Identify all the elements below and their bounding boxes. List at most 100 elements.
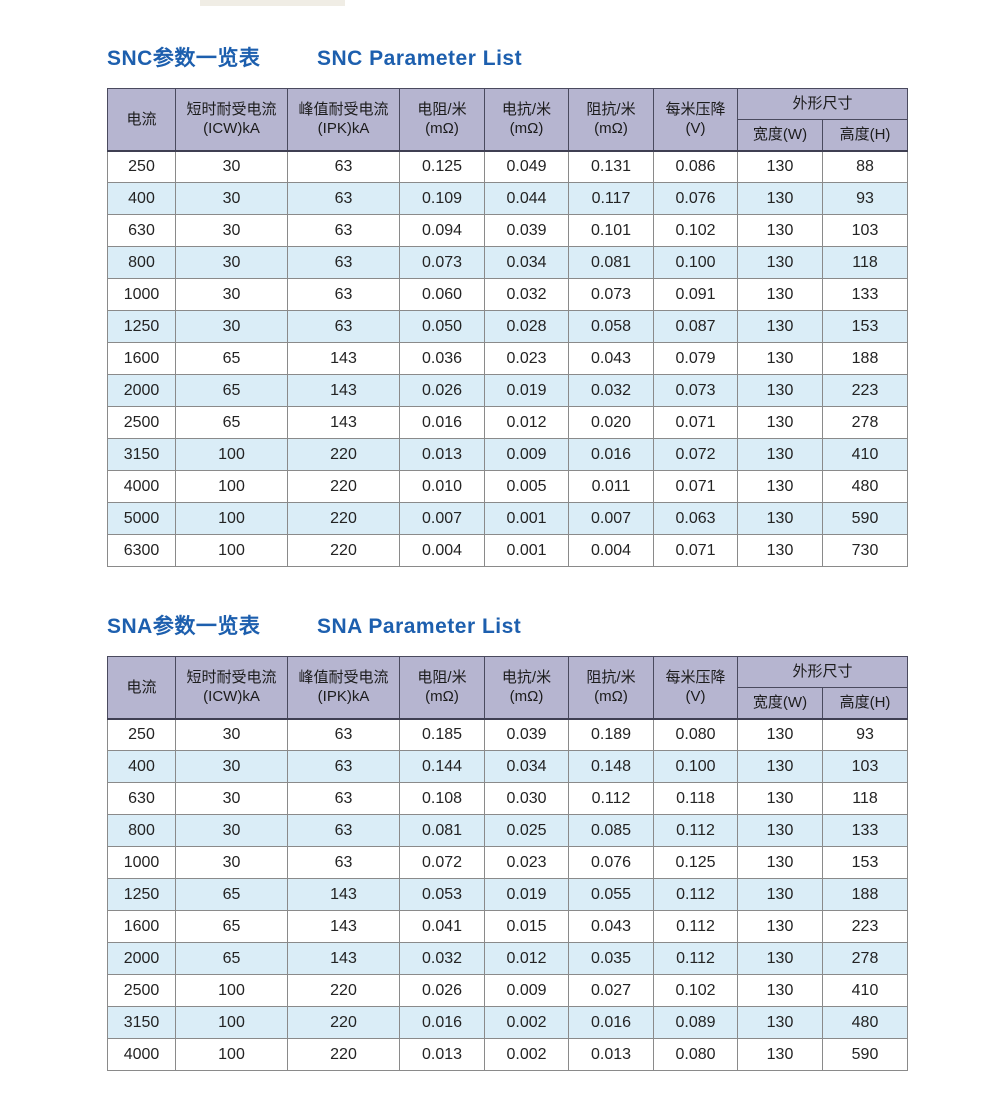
col-header-ipk: 峰值耐受电流 (IPK)kA xyxy=(287,656,400,719)
table-cell: 2000 xyxy=(107,942,176,975)
table-row: 2500 100 220 0.026 0.009 0.027 0.102 130 410 xyxy=(107,974,909,1007)
col-header-label: 每米压降 xyxy=(665,100,726,118)
table-cell: 0.102 xyxy=(653,974,738,1007)
table-cell: 0.025 xyxy=(484,814,569,847)
table-cell: 130 xyxy=(737,278,823,311)
table-cell: 188 xyxy=(821,878,909,911)
table-cell: 130 xyxy=(737,502,823,535)
table-cell: 0.043 xyxy=(568,910,654,943)
table-row: 5000 100 220 0.007 0.001 0.007 0.063 130 590 xyxy=(107,502,909,535)
table-cell: 0.032 xyxy=(484,278,569,311)
table-cell: 143 xyxy=(287,342,400,375)
col-header-label: 短时耐受电流 xyxy=(186,668,277,686)
section-title-snc: SNC参数一览表 SNC Parameter List xyxy=(107,42,908,88)
table-cell: 0.009 xyxy=(484,438,569,471)
table-cell: 143 xyxy=(287,878,400,911)
table-cell: 0.002 xyxy=(484,1038,569,1071)
table-cell: 0.100 xyxy=(653,750,738,783)
table-cell: 0.185 xyxy=(399,718,485,751)
table-cell: 4000 xyxy=(107,470,176,503)
table-cell: 65 xyxy=(175,910,288,943)
col-header-label: 电流 xyxy=(126,110,157,128)
table-cell: 0.023 xyxy=(484,846,569,879)
col-header-height: 高度(H) xyxy=(821,687,909,719)
table-cell: 143 xyxy=(287,406,400,439)
table-cell: 410 xyxy=(821,974,909,1007)
col-header-unit: (mΩ) xyxy=(509,688,544,706)
table-cell: 63 xyxy=(287,814,400,847)
table-cell: 0.005 xyxy=(484,470,569,503)
table-cell: 2500 xyxy=(107,974,176,1007)
table-cell: 250 xyxy=(107,150,176,183)
table-cell: 118 xyxy=(821,782,909,815)
col-header-unit: (IPK)kA xyxy=(317,688,370,706)
table-cell: 0.055 xyxy=(568,878,654,911)
table-row: 1600 65 143 0.041 0.015 0.043 0.112 130 223 xyxy=(107,910,909,943)
table-cell: 0.073 xyxy=(653,374,738,407)
table-cell: 65 xyxy=(175,406,288,439)
table-cell: 0.117 xyxy=(568,182,654,215)
col-header-unit: (ICW)kA xyxy=(203,120,260,138)
table-cell: 0.016 xyxy=(399,1006,485,1039)
table-cell: 0.125 xyxy=(653,846,738,879)
table-cell: 0.076 xyxy=(653,182,738,215)
table-cell: 130 xyxy=(737,182,823,215)
table-cell: 130 xyxy=(737,910,823,943)
table-cell: 0.079 xyxy=(653,342,738,375)
table-cell: 6300 xyxy=(107,534,176,567)
section-title-sna: SNA参数一览表 SNA Parameter List xyxy=(107,610,908,656)
col-header-reactance: 电抗/米 (mΩ) xyxy=(484,88,569,151)
sna-parameter-table: 电流 短时耐受电流 (ICW)kA 峰值耐受电流 (IPK)kA 电阻/米 (m… xyxy=(107,656,909,1071)
table-cell: 3150 xyxy=(107,1006,176,1039)
table-cell: 30 xyxy=(175,846,288,879)
table-cell: 0.026 xyxy=(399,974,485,1007)
section-title-zh: SNC参数一览表 xyxy=(107,47,261,70)
table-row: 2500 65 143 0.016 0.012 0.020 0.071 130 278 xyxy=(107,406,909,439)
table-cell: 0.094 xyxy=(399,214,485,247)
table-cell: 0.148 xyxy=(568,750,654,783)
table-row: 6300 100 220 0.004 0.001 0.004 0.071 130 730 xyxy=(107,534,909,567)
table-cell: 0.011 xyxy=(568,470,654,503)
table-cell: 153 xyxy=(821,310,909,343)
table-row: 400 30 63 0.144 0.034 0.148 0.100 130 103 xyxy=(107,750,909,783)
table-cell: 0.076 xyxy=(568,846,654,879)
section-title-en: SNC Parameter List xyxy=(317,47,523,70)
table-cell: 63 xyxy=(287,718,400,751)
table-cell: 0.035 xyxy=(568,942,654,975)
table-cell: 730 xyxy=(821,534,909,567)
table-cell: 223 xyxy=(821,374,909,407)
table-cell: 590 xyxy=(821,1038,909,1071)
cropped-top-artifact xyxy=(200,0,345,6)
table-cell: 1250 xyxy=(107,878,176,911)
table-cell: 1600 xyxy=(107,910,176,943)
table-cell: 30 xyxy=(175,814,288,847)
snc-parameter-table: 电流 短时耐受电流 (ICW)kA 峰值耐受电流 (IPK)kA 电阻/米 (m… xyxy=(107,88,909,567)
table-cell: 100 xyxy=(175,1006,288,1039)
table-cell: 0.101 xyxy=(568,214,654,247)
table-cell: 63 xyxy=(287,782,400,815)
col-header-label: 电流 xyxy=(126,678,157,696)
table-cell: 0.044 xyxy=(484,182,569,215)
table-cell: 103 xyxy=(821,750,909,783)
table-cell: 30 xyxy=(175,246,288,279)
col-header-resistance: 电阻/米 (mΩ) xyxy=(399,88,485,151)
table-body: 250 30 63 0.125 0.049 0.131 0.086 130 88 400 30 63 0… xyxy=(107,150,909,567)
table-cell: 2500 xyxy=(107,406,176,439)
col-header-unit: (mΩ) xyxy=(509,120,544,138)
table-cell: 130 xyxy=(737,438,823,471)
table-cell: 220 xyxy=(287,534,400,567)
table-cell: 100 xyxy=(175,1038,288,1071)
table-row: 1000 30 63 0.072 0.023 0.076 0.125 130 153 xyxy=(107,846,909,879)
table-cell: 30 xyxy=(175,718,288,751)
table-cell: 100 xyxy=(175,438,288,471)
table-cell: 130 xyxy=(737,718,823,751)
table-cell: 118 xyxy=(821,246,909,279)
col-header-unit: (V) xyxy=(685,688,706,706)
table-cell: 0.007 xyxy=(399,502,485,535)
table-cell: 30 xyxy=(175,182,288,215)
table-cell: 88 xyxy=(821,150,909,183)
table-cell: 143 xyxy=(287,910,400,943)
table-cell: 130 xyxy=(737,470,823,503)
table-cell: 130 xyxy=(737,750,823,783)
table-cell: 30 xyxy=(175,150,288,183)
